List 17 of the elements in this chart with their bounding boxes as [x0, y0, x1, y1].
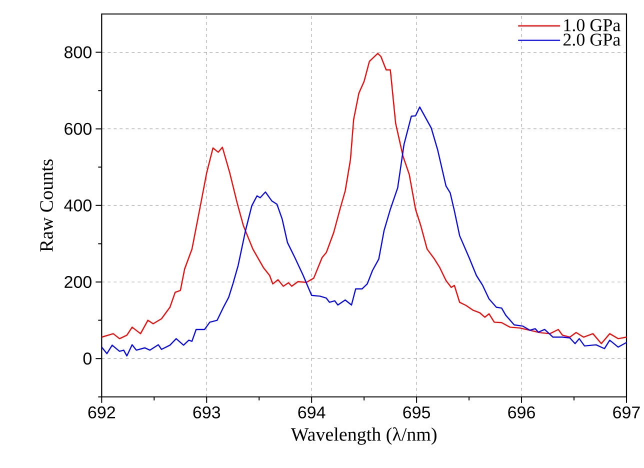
y-tick-label: 800 [64, 46, 92, 58]
y-tick-label: 200 [64, 276, 92, 288]
y-tick-label: 600 [64, 122, 92, 135]
line-series [102, 106, 626, 357]
x-tick-label: 693 [193, 406, 220, 419]
x-tick-label: 694 [298, 406, 326, 419]
y-tick-label: 400 [64, 199, 92, 212]
y-axis-title: Raw Counts [40, 160, 53, 252]
y-tick-label: 0 [83, 352, 92, 365]
line-series [102, 52, 626, 344]
legend-label: 1.0 GPa [564, 19, 620, 32]
x-tick-label: 696 [508, 406, 535, 419]
x-axis-title: Wavelength (λ/nm) [290, 427, 436, 445]
x-tick-label: 695 [403, 406, 430, 419]
legend-label: 2.0 GPa [563, 34, 620, 46]
x-tick-label: 692 [88, 406, 115, 419]
x-tick-label: 697 [613, 406, 640, 419]
